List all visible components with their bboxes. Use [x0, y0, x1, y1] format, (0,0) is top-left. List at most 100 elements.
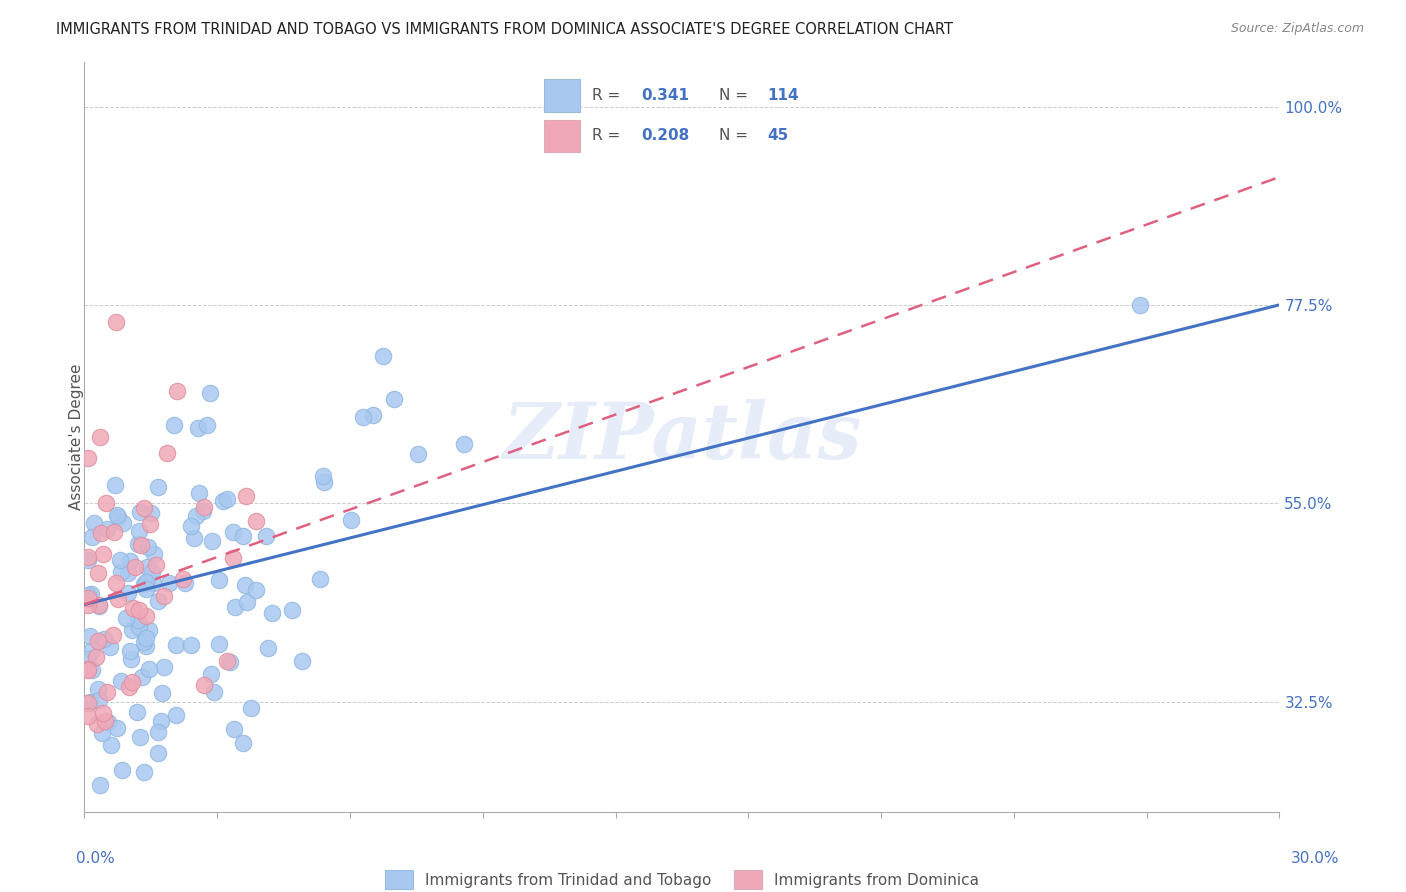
Point — [215, 654, 238, 668]
Point — [129, 505, 152, 519]
Point — [187, 486, 209, 500]
Point — [138, 623, 160, 637]
Point — [352, 409, 374, 424]
Point — [115, 611, 138, 625]
FancyBboxPatch shape — [544, 79, 579, 112]
Point — [211, 494, 233, 508]
Point — [77, 652, 100, 666]
Point — [83, 516, 105, 530]
Point — [222, 525, 245, 540]
Point — [312, 469, 335, 483]
Point — [77, 663, 100, 677]
Point — [134, 764, 156, 779]
Point — [142, 547, 165, 561]
Point — [127, 537, 149, 551]
Point — [94, 714, 117, 728]
Text: 114: 114 — [768, 88, 799, 103]
Point — [132, 635, 155, 649]
Point — [281, 603, 304, 617]
Point — [406, 447, 429, 461]
Point — [93, 632, 115, 647]
Point — [77, 696, 100, 710]
Point — [193, 678, 215, 692]
Point — [157, 575, 180, 590]
Text: 30.0%: 30.0% — [1291, 851, 1339, 865]
Legend: Immigrants from Trinidad and Tobago, Immigrants from Dominica: Immigrants from Trinidad and Tobago, Imm… — [380, 864, 984, 892]
Point — [117, 586, 139, 600]
Point — [232, 737, 254, 751]
Point — [90, 525, 112, 540]
Text: ZIPatlas: ZIPatlas — [502, 399, 862, 475]
Point — [142, 575, 165, 590]
Point — [150, 714, 173, 728]
Point — [105, 508, 128, 522]
Point — [148, 724, 170, 739]
Point — [235, 594, 257, 608]
Point — [141, 565, 163, 579]
Point — [180, 638, 202, 652]
Text: R =: R = — [592, 128, 626, 143]
Point — [262, 606, 284, 620]
Point — [107, 592, 129, 607]
Point — [80, 530, 103, 544]
Point — [197, 417, 219, 432]
Point — [235, 489, 257, 503]
Point — [118, 680, 141, 694]
Point — [121, 623, 143, 637]
Point — [224, 600, 246, 615]
Point — [107, 509, 129, 524]
Point — [91, 547, 114, 561]
Point — [200, 666, 222, 681]
Point — [219, 656, 242, 670]
Point — [153, 589, 176, 603]
Point — [186, 508, 208, 523]
Point — [100, 640, 122, 655]
Point — [156, 445, 179, 459]
Point — [131, 670, 153, 684]
Point — [77, 590, 100, 604]
Point — [87, 599, 110, 613]
Point — [138, 663, 160, 677]
Point — [87, 598, 110, 612]
Point — [77, 598, 100, 612]
Point — [135, 582, 157, 596]
Text: 0.208: 0.208 — [641, 128, 689, 143]
Point — [183, 531, 205, 545]
Point — [1129, 298, 1152, 312]
Point — [363, 408, 385, 422]
Text: 0.341: 0.341 — [641, 88, 689, 103]
Point — [105, 316, 128, 330]
Point — [312, 475, 335, 489]
Point — [129, 538, 152, 552]
Point — [232, 529, 254, 543]
Point — [309, 572, 332, 586]
Point — [91, 725, 114, 739]
Point — [86, 717, 108, 731]
Point — [453, 437, 475, 451]
Point — [110, 566, 132, 580]
Point — [108, 552, 131, 566]
Text: Source: ZipAtlas.com: Source: ZipAtlas.com — [1230, 22, 1364, 36]
Point — [139, 507, 162, 521]
Text: IMMIGRANTS FROM TRINIDAD AND TOBAGO VS IMMIGRANTS FROM DOMINICA ASSOCIATE'S DEGR: IMMIGRANTS FROM TRINIDAD AND TOBAGO VS I… — [56, 22, 953, 37]
Point — [80, 663, 103, 677]
Point — [173, 576, 195, 591]
Point — [193, 500, 215, 515]
Point — [77, 591, 100, 606]
Point — [127, 613, 149, 627]
Point — [112, 516, 135, 530]
Point — [105, 721, 128, 735]
Point — [103, 524, 125, 539]
Point — [110, 673, 132, 688]
Point — [165, 638, 187, 652]
Point — [208, 573, 231, 587]
Point — [100, 738, 122, 752]
Point — [371, 349, 394, 363]
Point — [254, 528, 277, 542]
Point — [245, 582, 267, 597]
Point — [82, 642, 104, 657]
Point — [152, 660, 174, 674]
Point — [233, 577, 256, 591]
Point — [136, 560, 159, 574]
Point — [87, 693, 110, 707]
